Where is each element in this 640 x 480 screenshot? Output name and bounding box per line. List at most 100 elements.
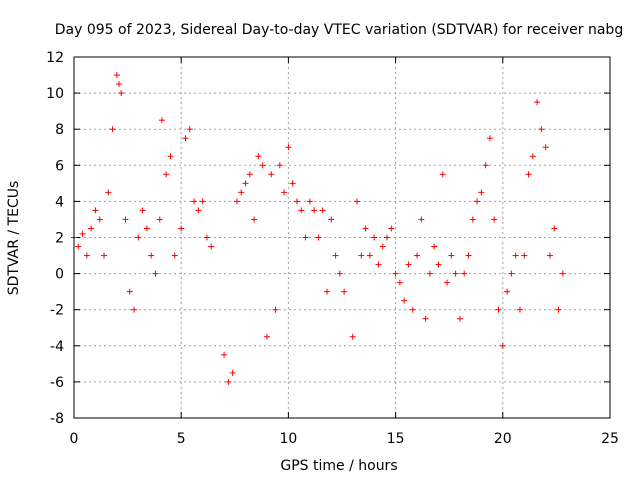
data-point [439,171,446,178]
data-point [362,225,369,232]
data-point [178,225,185,232]
data-point [315,234,322,241]
data-points [71,72,566,385]
y-tick-label: -2 [50,303,64,319]
data-point [499,342,506,349]
data-point [272,306,279,313]
data-point [418,216,425,223]
data-point [276,162,283,169]
data-point [349,333,356,340]
data-point [495,306,502,313]
data-point [238,189,245,196]
data-point [448,252,455,259]
data-point [233,198,240,205]
data-point [332,252,339,259]
data-point [551,225,558,232]
data-point [328,216,335,223]
data-point [221,351,228,358]
y-tick-label: 4 [55,194,64,210]
data-point [268,171,275,178]
x-axis-label: GPS time / hours [280,458,397,474]
data-point [512,252,519,259]
data-point [323,288,330,295]
data-point [255,153,262,160]
data-point [131,306,138,313]
data-point [534,99,541,106]
data-point [171,252,178,259]
data-point [542,144,549,151]
data-point [426,270,433,277]
data-point [491,216,498,223]
data-point [559,270,566,277]
data-point [336,270,343,277]
data-point [474,198,481,205]
x-tick-label: 15 [387,431,405,447]
data-point [401,297,408,304]
data-point [79,230,86,237]
data-point [105,189,112,196]
data-point [208,243,215,250]
x-tick-label: 10 [279,431,297,447]
data-point [508,270,515,277]
data-point [392,270,399,277]
y-tick-label: -6 [50,375,64,391]
data-point [461,270,468,277]
data-point [431,243,438,250]
y-tick-label: 12 [46,50,64,66]
data-point [555,306,562,313]
data-point [199,198,206,205]
data-point [538,126,545,133]
data-point [251,216,258,223]
data-point [229,369,236,376]
data-point [182,135,189,142]
data-point [465,252,472,259]
data-point [156,216,163,223]
data-point [525,171,532,178]
data-point [148,252,155,259]
data-point [482,162,489,169]
y-tick-label: 10 [46,86,64,102]
data-point [375,261,382,268]
data-point [225,378,232,385]
data-point [311,207,318,214]
grid [74,57,610,418]
data-point [341,288,348,295]
data-point [306,198,313,205]
data-point [396,279,403,286]
data-point [293,198,300,205]
data-point [118,90,125,97]
data-point [242,180,249,187]
data-point [358,252,365,259]
data-point [281,189,288,196]
data-point [83,252,90,259]
data-point [478,189,485,196]
data-point [435,261,442,268]
data-point [405,261,412,268]
x-tick-label: 25 [601,431,619,447]
data-point [486,135,493,142]
x-tick-label: 0 [70,431,79,447]
data-point [126,288,133,295]
data-point [546,252,553,259]
data-point [452,270,459,277]
data-point [116,81,123,88]
data-point [92,207,99,214]
data-point [152,270,159,277]
data-point [456,315,463,322]
data-point [186,126,193,133]
data-point [384,234,391,241]
data-point [302,234,309,241]
y-tick-label: 2 [55,231,64,247]
data-point [371,234,378,241]
y-axis-label: SDTVAR / TECUs [6,181,22,296]
data-point [516,306,523,313]
data-point [504,288,511,295]
data-point [167,153,174,160]
data-point [444,279,451,286]
y-tick-label: 6 [55,158,64,174]
axis-ticks: -8 -6 -4 -2 0 2 4 6 8 10 12 0 5 10 15 20 25 [46,50,619,447]
data-point [163,171,170,178]
data-point [354,198,361,205]
data-point [101,252,108,259]
